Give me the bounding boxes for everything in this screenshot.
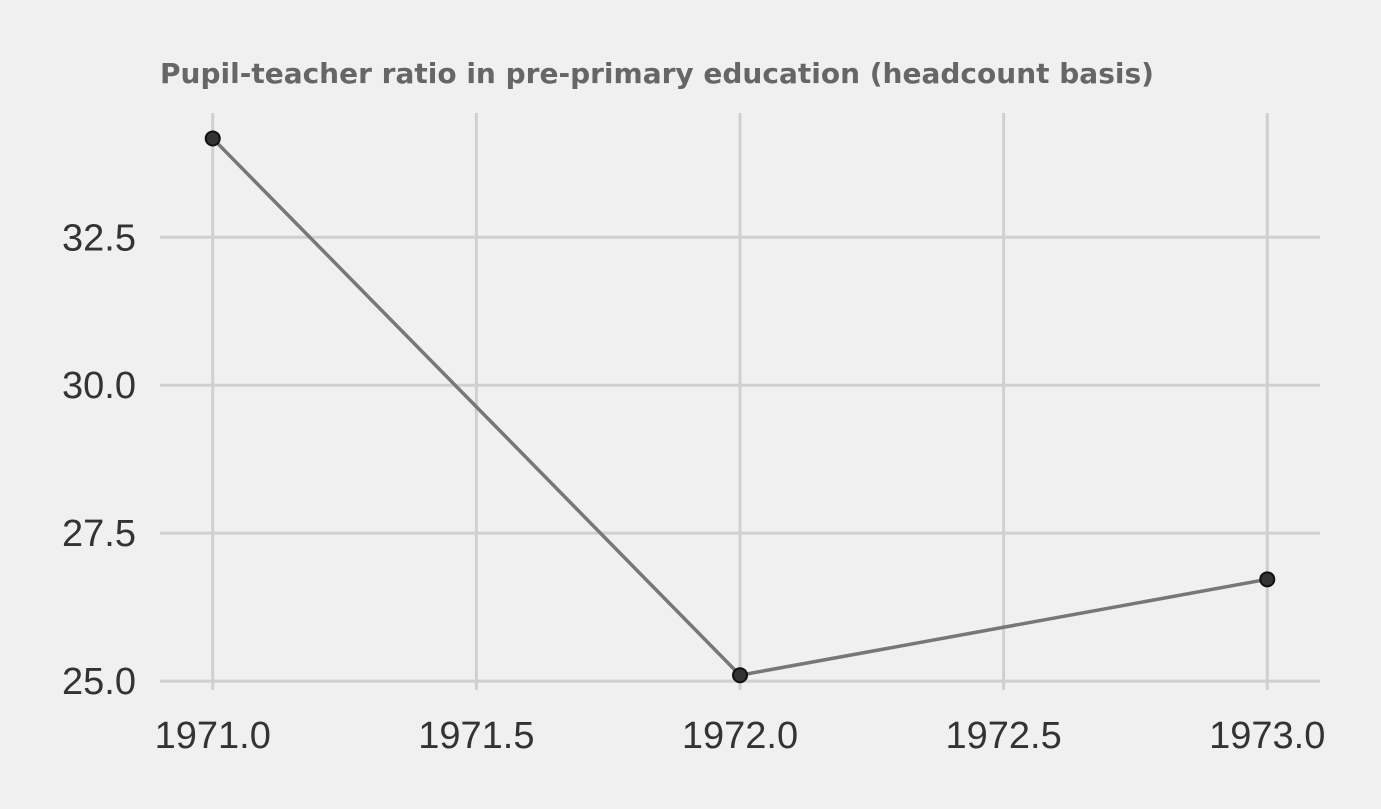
data-point xyxy=(1259,571,1276,588)
x-axis-ticks: 1971.0 1971.5 1972.0 1972.5 1973.0 xyxy=(155,715,1326,757)
x-tick-label: 1971.0 xyxy=(155,715,271,757)
data-point xyxy=(732,667,748,684)
x-tick-label: 1971.5 xyxy=(418,715,534,757)
data-point xyxy=(204,130,221,147)
x-tick-label: 1972.5 xyxy=(946,715,1062,757)
y-tick-label: 30.0 xyxy=(62,365,136,407)
y-tick-label: 27.5 xyxy=(62,513,136,555)
data-series xyxy=(204,130,1276,684)
y-tick-label: 32.5 xyxy=(62,217,136,259)
y-tick-label: 25.0 xyxy=(62,661,136,703)
x-tick-label: 1972.0 xyxy=(682,715,798,757)
chart-title: Pupil-teacher ratio in pre-primary educa… xyxy=(160,57,1154,90)
y-axis-ticks: 25.0 27.5 30.0 32.5 xyxy=(62,217,136,703)
x-tick-label: 1973.0 xyxy=(1209,715,1325,757)
x-gridlines xyxy=(211,113,1269,690)
